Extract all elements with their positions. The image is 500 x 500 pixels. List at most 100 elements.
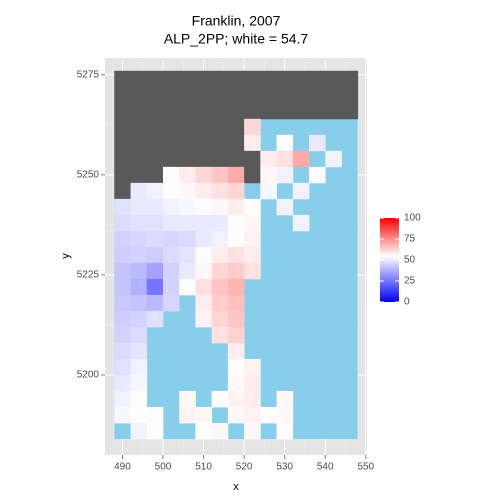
- cell: [227, 246, 245, 264]
- na-cell: [260, 86, 277, 104]
- cell: [244, 230, 261, 248]
- na-cell: [260, 70, 277, 88]
- cell: [162, 278, 180, 296]
- cell: [211, 310, 229, 328]
- na-cell: [325, 70, 342, 88]
- cell: [195, 214, 213, 232]
- cell: [276, 166, 294, 184]
- x-axis-label: x: [233, 481, 239, 493]
- na-cell: [179, 86, 196, 104]
- na-cell: [114, 134, 131, 152]
- cell: [211, 230, 229, 248]
- na-cell: [211, 86, 229, 104]
- cell: [227, 262, 245, 280]
- cell: [211, 278, 229, 296]
- cell: [130, 358, 148, 376]
- chart-subtitle: ALP_2PP; white = 54.7: [164, 31, 309, 47]
- cell: [162, 166, 180, 184]
- na-cell: [130, 166, 148, 184]
- cell: [114, 246, 131, 264]
- cell: [195, 262, 213, 280]
- na-cell: [179, 70, 196, 88]
- legend-tick-label: 50: [404, 255, 416, 266]
- na-cell: [309, 102, 326, 120]
- cell: [162, 262, 180, 280]
- cell: [227, 342, 245, 360]
- cell: [260, 182, 277, 200]
- cell: [130, 374, 148, 392]
- na-cell: [114, 70, 131, 88]
- na-cell: [325, 86, 342, 104]
- na-cell: [162, 102, 180, 120]
- cell: [309, 166, 326, 184]
- cell: [195, 230, 213, 248]
- na-cell: [211, 102, 229, 120]
- cell: [276, 406, 294, 424]
- na-cell: [130, 118, 148, 136]
- na-cell: [211, 70, 229, 88]
- cell: [292, 150, 310, 168]
- na-cell: [244, 70, 261, 88]
- x-tick-label: 540: [317, 462, 334, 473]
- cell: [114, 230, 131, 248]
- cell: [146, 406, 164, 424]
- na-cell: [146, 134, 164, 152]
- cell: [146, 294, 164, 312]
- cell: [292, 182, 310, 200]
- na-cell: [146, 166, 164, 184]
- na-cell: [292, 70, 310, 88]
- cell: [227, 214, 245, 232]
- na-cell: [162, 134, 180, 152]
- cell: [260, 406, 277, 424]
- cell: [179, 230, 196, 248]
- na-cell: [162, 70, 180, 88]
- na-cell: [195, 150, 213, 168]
- na-cell: [244, 102, 261, 120]
- cell: [211, 422, 229, 440]
- legend-tick-label: 0: [404, 297, 410, 308]
- cell: [227, 310, 245, 328]
- cell: [130, 262, 148, 280]
- x-tick-label: 490: [114, 462, 131, 473]
- na-cell: [114, 150, 131, 168]
- cell: [130, 230, 148, 248]
- cell: [162, 182, 180, 200]
- cell: [130, 406, 148, 424]
- na-cell: [341, 86, 359, 104]
- cell: [227, 294, 245, 312]
- cell: [130, 214, 148, 232]
- cell: [130, 246, 148, 264]
- cell: [276, 134, 294, 152]
- cell: [211, 294, 229, 312]
- na-cell: [114, 102, 131, 120]
- cell: [146, 422, 164, 440]
- cell: [146, 246, 164, 264]
- cell: [162, 214, 180, 232]
- cell: [130, 182, 148, 200]
- na-cell: [260, 102, 277, 120]
- x-tick-label: 520: [236, 462, 253, 473]
- na-cell: [146, 118, 164, 136]
- cell: [227, 374, 245, 392]
- cell: [162, 230, 180, 248]
- na-cell: [195, 70, 213, 88]
- cell: [146, 262, 164, 280]
- cell: [195, 278, 213, 296]
- cell: [130, 198, 148, 216]
- na-cell: [114, 182, 131, 200]
- cell: [211, 198, 229, 216]
- cell: [130, 342, 148, 360]
- na-cell: [292, 86, 310, 104]
- cell: [244, 374, 261, 392]
- na-cell: [179, 102, 196, 120]
- cell: [146, 198, 164, 216]
- cell: [244, 134, 261, 152]
- na-cell: [162, 86, 180, 104]
- cell: [211, 182, 229, 200]
- na-cell: [244, 166, 261, 184]
- na-cell: [179, 118, 196, 136]
- cell: [309, 134, 326, 152]
- cell: [211, 246, 229, 264]
